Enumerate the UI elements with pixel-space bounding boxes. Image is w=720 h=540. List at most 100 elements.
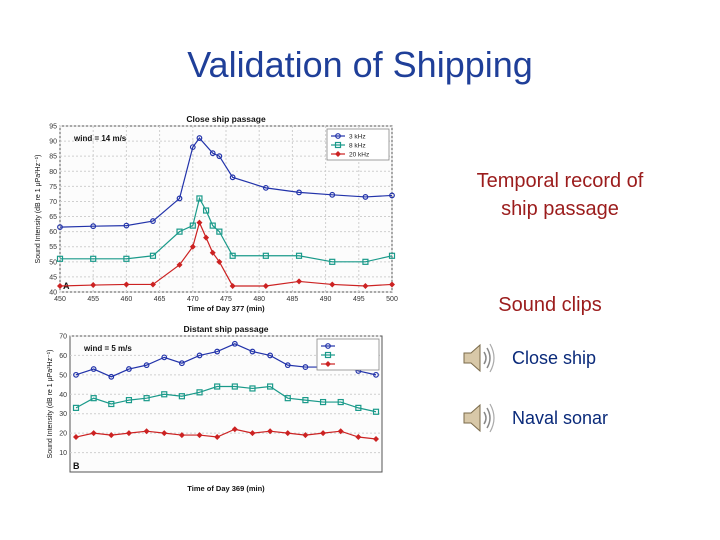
series <box>57 135 395 231</box>
x-tick-label: 480 <box>253 296 265 303</box>
y-tick-label: 80 <box>49 169 57 176</box>
data-point <box>296 278 303 285</box>
temporal-record-label-line1: Temporal record of <box>476 170 644 192</box>
data-point <box>373 435 379 442</box>
y-tick-label: 70 <box>59 334 67 341</box>
data-point <box>267 428 274 435</box>
legend-marker <box>334 141 342 149</box>
series-line <box>59 137 393 228</box>
data-point <box>90 366 97 372</box>
panel-label: B <box>73 461 80 471</box>
data-point <box>214 348 221 355</box>
x-axis-label: Time of Day 369 (min) <box>187 484 265 493</box>
series <box>56 195 396 265</box>
data-point <box>123 255 130 262</box>
data-point <box>267 383 274 390</box>
series-line <box>59 220 393 287</box>
data-point <box>295 252 303 259</box>
x-tick-label: 450 <box>54 296 66 303</box>
data-point <box>178 360 185 367</box>
legend-marker <box>335 133 341 139</box>
data-point <box>229 252 236 259</box>
data-point <box>90 395 97 402</box>
data-point <box>161 354 168 361</box>
data-point <box>125 397 133 404</box>
data-point <box>73 371 79 378</box>
data-point <box>388 252 396 259</box>
data-point <box>355 434 362 441</box>
legend-marker <box>324 351 332 359</box>
y-tick-label: 40 <box>59 392 67 399</box>
data-point <box>355 404 362 411</box>
x-tick-label: 475 <box>220 296 232 303</box>
x-tick-label: 460 <box>121 296 133 303</box>
data-point <box>302 432 309 439</box>
slide-title: Validation of Shipping <box>187 44 533 85</box>
clip-naval-sonar[interactable]: Naval sonar <box>460 402 700 434</box>
data-point <box>149 252 157 259</box>
x-axis-label: Time of Day 377 (min) <box>187 304 265 313</box>
data-point <box>108 432 115 439</box>
legend-entry: 3 kHz <box>349 134 366 141</box>
data-point <box>178 432 185 439</box>
x-tick-label: 470 <box>187 296 199 303</box>
data-point <box>216 153 223 160</box>
x-tick-label: 465 <box>154 296 166 303</box>
data-point <box>231 340 238 347</box>
wind-annotation: wind = 14 m/s <box>73 134 127 143</box>
data-point <box>125 430 132 437</box>
data-point <box>209 222 216 229</box>
data-point <box>126 366 132 372</box>
data-point <box>262 184 269 191</box>
chart-title: Distant ship passage <box>183 324 268 334</box>
data-point <box>176 228 183 235</box>
series-line <box>75 428 377 440</box>
y-tick-label: 90 <box>49 139 57 146</box>
data-point <box>108 400 115 408</box>
y-tick-label: 50 <box>49 259 57 266</box>
data-point <box>231 383 238 390</box>
y-tick-label: 95 <box>49 124 57 131</box>
clip-label: Close ship <box>512 348 597 368</box>
data-point <box>72 404 80 411</box>
data-point <box>123 222 130 229</box>
data-point <box>90 282 97 289</box>
x-tick-label: 485 <box>287 296 299 303</box>
speaker-icon[interactable] <box>460 402 504 434</box>
y-tick-label: 55 <box>49 244 57 251</box>
data-point <box>196 389 203 396</box>
data-point <box>319 398 327 406</box>
data-point <box>189 243 196 250</box>
data-point <box>329 281 336 288</box>
clip-close-ship[interactable]: Close ship <box>460 342 700 374</box>
data-point <box>90 430 97 437</box>
data-point <box>329 191 336 198</box>
data-point <box>176 195 183 202</box>
y-tick-label: 65 <box>49 214 57 221</box>
wind-annotation: wind = 5 m/s <box>83 344 132 353</box>
series <box>72 383 380 415</box>
data-point <box>337 398 344 406</box>
speaker-icon[interactable] <box>460 342 504 374</box>
data-point <box>337 428 344 435</box>
data-point <box>302 397 309 404</box>
data-point <box>373 371 379 378</box>
data-point <box>229 174 236 181</box>
y-tick-label: 60 <box>59 353 67 360</box>
data-point <box>249 430 256 437</box>
y-axis-label: Sound Intensity (dB re 1 μPa²Hz⁻¹) <box>47 350 54 459</box>
data-point <box>143 395 150 402</box>
data-point <box>214 434 221 441</box>
data-point <box>57 282 63 289</box>
y-tick-label: 10 <box>59 450 67 457</box>
data-point <box>202 207 210 214</box>
legend-marker <box>325 343 331 349</box>
series <box>73 426 379 442</box>
y-tick-label: 50 <box>59 372 67 379</box>
data-point <box>57 224 63 231</box>
data-point <box>196 195 203 202</box>
data-point <box>108 373 115 380</box>
legend-marker <box>325 361 331 367</box>
data-point <box>143 362 150 369</box>
data-point <box>229 282 236 289</box>
